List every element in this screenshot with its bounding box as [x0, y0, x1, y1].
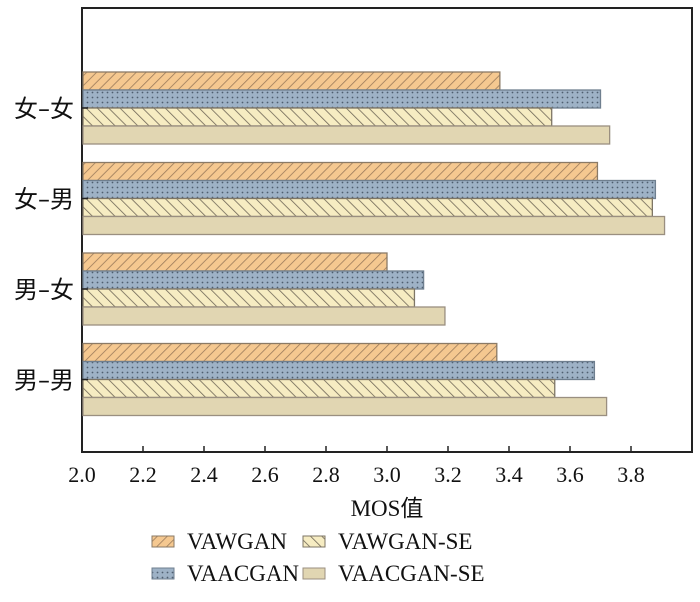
- legend-swatch-vaacgan-se: [302, 567, 326, 580]
- x-tick-label: 3.2: [434, 462, 462, 487]
- x-tick-label: 2.8: [312, 462, 340, 487]
- bar-vawgan-3: [82, 342, 498, 363]
- bars-group: [82, 71, 666, 417]
- x-tick-label: 3.4: [495, 462, 523, 487]
- bar-vaacgan-se-0: [82, 125, 611, 145]
- bar-vawgan-0: [82, 71, 501, 91]
- x-tick-label: 2.4: [190, 462, 218, 487]
- legend: VAWGAN VAACGAN VAWGAN-SE VAACGAN-SE: [151, 529, 485, 586]
- x-tick-label: 2.2: [129, 462, 157, 487]
- legend-swatch-vaacgan: [151, 567, 175, 580]
- legend-label-vaacgan-se: VAACGAN-SE: [338, 561, 485, 586]
- bar-vaacgan-0: [82, 89, 602, 109]
- x-tick-label: 2.0: [68, 462, 96, 487]
- bar-vawgan-se-3: [82, 378, 556, 399]
- bar-vaacgan-se-2: [82, 306, 446, 326]
- x-tick-label: 3.8: [617, 462, 645, 487]
- x-tick-label: 3.0: [373, 462, 401, 487]
- bar-vaacgan-2: [82, 270, 425, 290]
- bar-vaacgan-se-1: [82, 215, 666, 236]
- legend-swatch-vawgan-se: [302, 535, 326, 548]
- x-axis-title: MOS值: [351, 496, 424, 521]
- legend-label-vawgan: VAWGAN: [187, 529, 287, 554]
- legend-label-vaacgan: VAACGAN: [187, 561, 299, 586]
- y-category-label: 男–女: [14, 276, 74, 304]
- y-category-label: 男–男: [14, 367, 74, 395]
- y-category-label: 女–女: [14, 95, 74, 123]
- bar-vaacgan-se-3: [82, 396, 608, 417]
- bar-vawgan-se-0: [82, 107, 553, 127]
- y-axis-ticks: 女–女女–男男–女男–男: [14, 95, 88, 395]
- legend-label-vawgan-se: VAWGAN-SE: [338, 529, 472, 554]
- bar-vaacgan-1: [82, 179, 657, 200]
- x-axis-ticks: 2.0 2.2 2.4 2.6 2.8 3.0 3.2 3.4 3.6 3.8: [68, 446, 645, 487]
- bar-vaacgan-3: [82, 360, 596, 381]
- bar-vawgan-2: [82, 252, 388, 272]
- bar-vawgan-se-1: [82, 197, 653, 218]
- bar-vawgan-1: [82, 161, 599, 182]
- bar-vawgan-se-2: [82, 288, 416, 308]
- legend-swatch-vawgan: [151, 535, 175, 548]
- x-tick-label: 2.6: [251, 462, 279, 487]
- x-tick-label: 3.6: [556, 462, 584, 487]
- y-category-label: 女–男: [14, 186, 74, 214]
